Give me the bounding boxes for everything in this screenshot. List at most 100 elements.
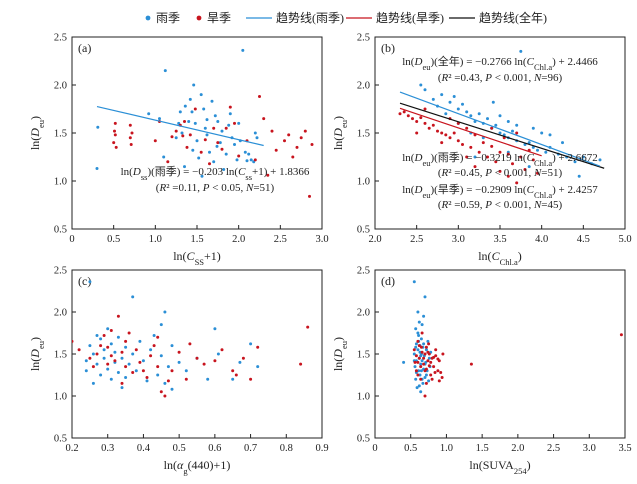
point-wet [205, 133, 209, 137]
data-points [402, 280, 623, 398]
point-dry [153, 139, 157, 143]
point-dry [436, 357, 440, 361]
point-dry [506, 174, 510, 178]
y-tick-label: 2.5 [357, 33, 370, 44]
x-tick-label: 1.0 [440, 443, 453, 454]
point-wet [527, 165, 531, 169]
point-wet [420, 359, 424, 363]
y-tick-label: 2.0 [54, 308, 67, 319]
legend-item-4: 趋势线(全年) [449, 10, 547, 25]
point-wet [536, 148, 539, 152]
y-tick-label: 1.5 [54, 350, 67, 361]
point-wet [421, 381, 425, 385]
y-tick-label: 2.0 [54, 81, 67, 92]
point-dry [419, 116, 423, 120]
point-wet [200, 174, 204, 178]
point-wet [416, 310, 420, 314]
point-dry [291, 155, 295, 159]
point-dry [213, 359, 217, 363]
point-wet [188, 97, 192, 101]
point-dry [91, 365, 95, 369]
point-dry [249, 377, 253, 381]
point-dry [120, 381, 124, 385]
point-dry [423, 352, 427, 356]
point-dry [287, 133, 291, 137]
point-dry [113, 129, 116, 133]
equation-b-5: ln(Deu)(旱季) = −0.2909 ln(CChl.a) + 2.425… [402, 183, 598, 200]
point-dry [427, 342, 431, 346]
point-dry [170, 135, 174, 139]
point-wet [413, 365, 417, 369]
point-dry [241, 356, 245, 360]
point-wet [241, 48, 245, 52]
panel-c: 0.2 0.3 0.4 0.5 0.6 0.7 0.8 0.9 0.5 1.0 1.5 2.0 2.5 l… [28, 266, 329, 477]
point-wet [477, 112, 481, 116]
point-wet [416, 331, 420, 335]
point-wet [469, 114, 473, 118]
point-wet [417, 384, 421, 388]
point-dry [170, 369, 174, 373]
point-dry [181, 134, 185, 138]
point-dry [183, 120, 186, 123]
point-wet [183, 104, 187, 108]
point-dry [434, 348, 438, 352]
legend-item-1: 旱季 [196, 11, 231, 25]
y-axis-label: ln(Deu) [331, 116, 349, 150]
point-dry [184, 377, 188, 381]
point-dry [426, 359, 430, 363]
point-wet [106, 327, 110, 331]
point-dry [131, 371, 135, 374]
point-dry [128, 136, 132, 140]
point-wet [158, 117, 161, 121]
legend-label: 旱季 [207, 11, 231, 25]
point-dry [424, 345, 428, 349]
point-dry [414, 369, 418, 373]
point-wet [515, 123, 519, 127]
point-dry [441, 352, 445, 356]
point-dry [216, 141, 220, 145]
point-dry [72, 339, 74, 343]
y-tick-label: 0.5 [54, 434, 67, 445]
point-wet [419, 369, 423, 373]
legend-label: 趋势线(旱季) [376, 11, 444, 25]
x-tick-label: 3.0 [315, 234, 328, 245]
point-dry [295, 145, 299, 149]
x-tick-label: 1.5 [190, 234, 203, 245]
point-wet [540, 131, 544, 135]
x-axis-label: ln(CChl.a) [478, 249, 522, 267]
point-wet [531, 145, 535, 149]
point-dry [231, 369, 235, 373]
point-wet [531, 126, 535, 130]
point-wet [191, 148, 195, 152]
point-wet [91, 352, 95, 356]
x-tick-label: 0.6 [208, 443, 221, 454]
point-wet [184, 369, 188, 373]
point-dry [134, 348, 138, 352]
point-wet [422, 314, 426, 318]
plot-frame [71, 269, 323, 439]
x-tick-label: 0.8 [280, 443, 293, 454]
point-wet [208, 150, 211, 154]
point-wet [163, 69, 167, 73]
point-wet [414, 345, 418, 349]
point-wet [84, 369, 88, 373]
equation-b-4: (R² =0.45, P < 0.001, N=51) [438, 167, 563, 179]
point-dry [498, 169, 502, 173]
y-tick-label: 2.0 [357, 81, 370, 92]
point-wet [424, 373, 428, 377]
panel-label: (a) [78, 41, 91, 55]
point-dry [423, 121, 427, 125]
y-axis-label: ln(Deu) [28, 337, 46, 371]
point-wet [95, 362, 99, 366]
point-dry [427, 364, 431, 368]
x-tick-label: 2.5 [274, 234, 287, 245]
point-wet [419, 83, 423, 87]
x-tick-label: 5.0 [618, 234, 631, 245]
point-dry [448, 136, 452, 140]
point-dry [398, 112, 402, 116]
x-tick-label: 0 [372, 443, 377, 454]
point-dry [452, 131, 456, 135]
point-wet [420, 323, 424, 327]
point-wet [187, 120, 191, 123]
panel-a: 0 0.5 1.0 1.5 2.0 2.5 3.00.51.01.52.02.5ln(CSS… [28, 33, 329, 268]
